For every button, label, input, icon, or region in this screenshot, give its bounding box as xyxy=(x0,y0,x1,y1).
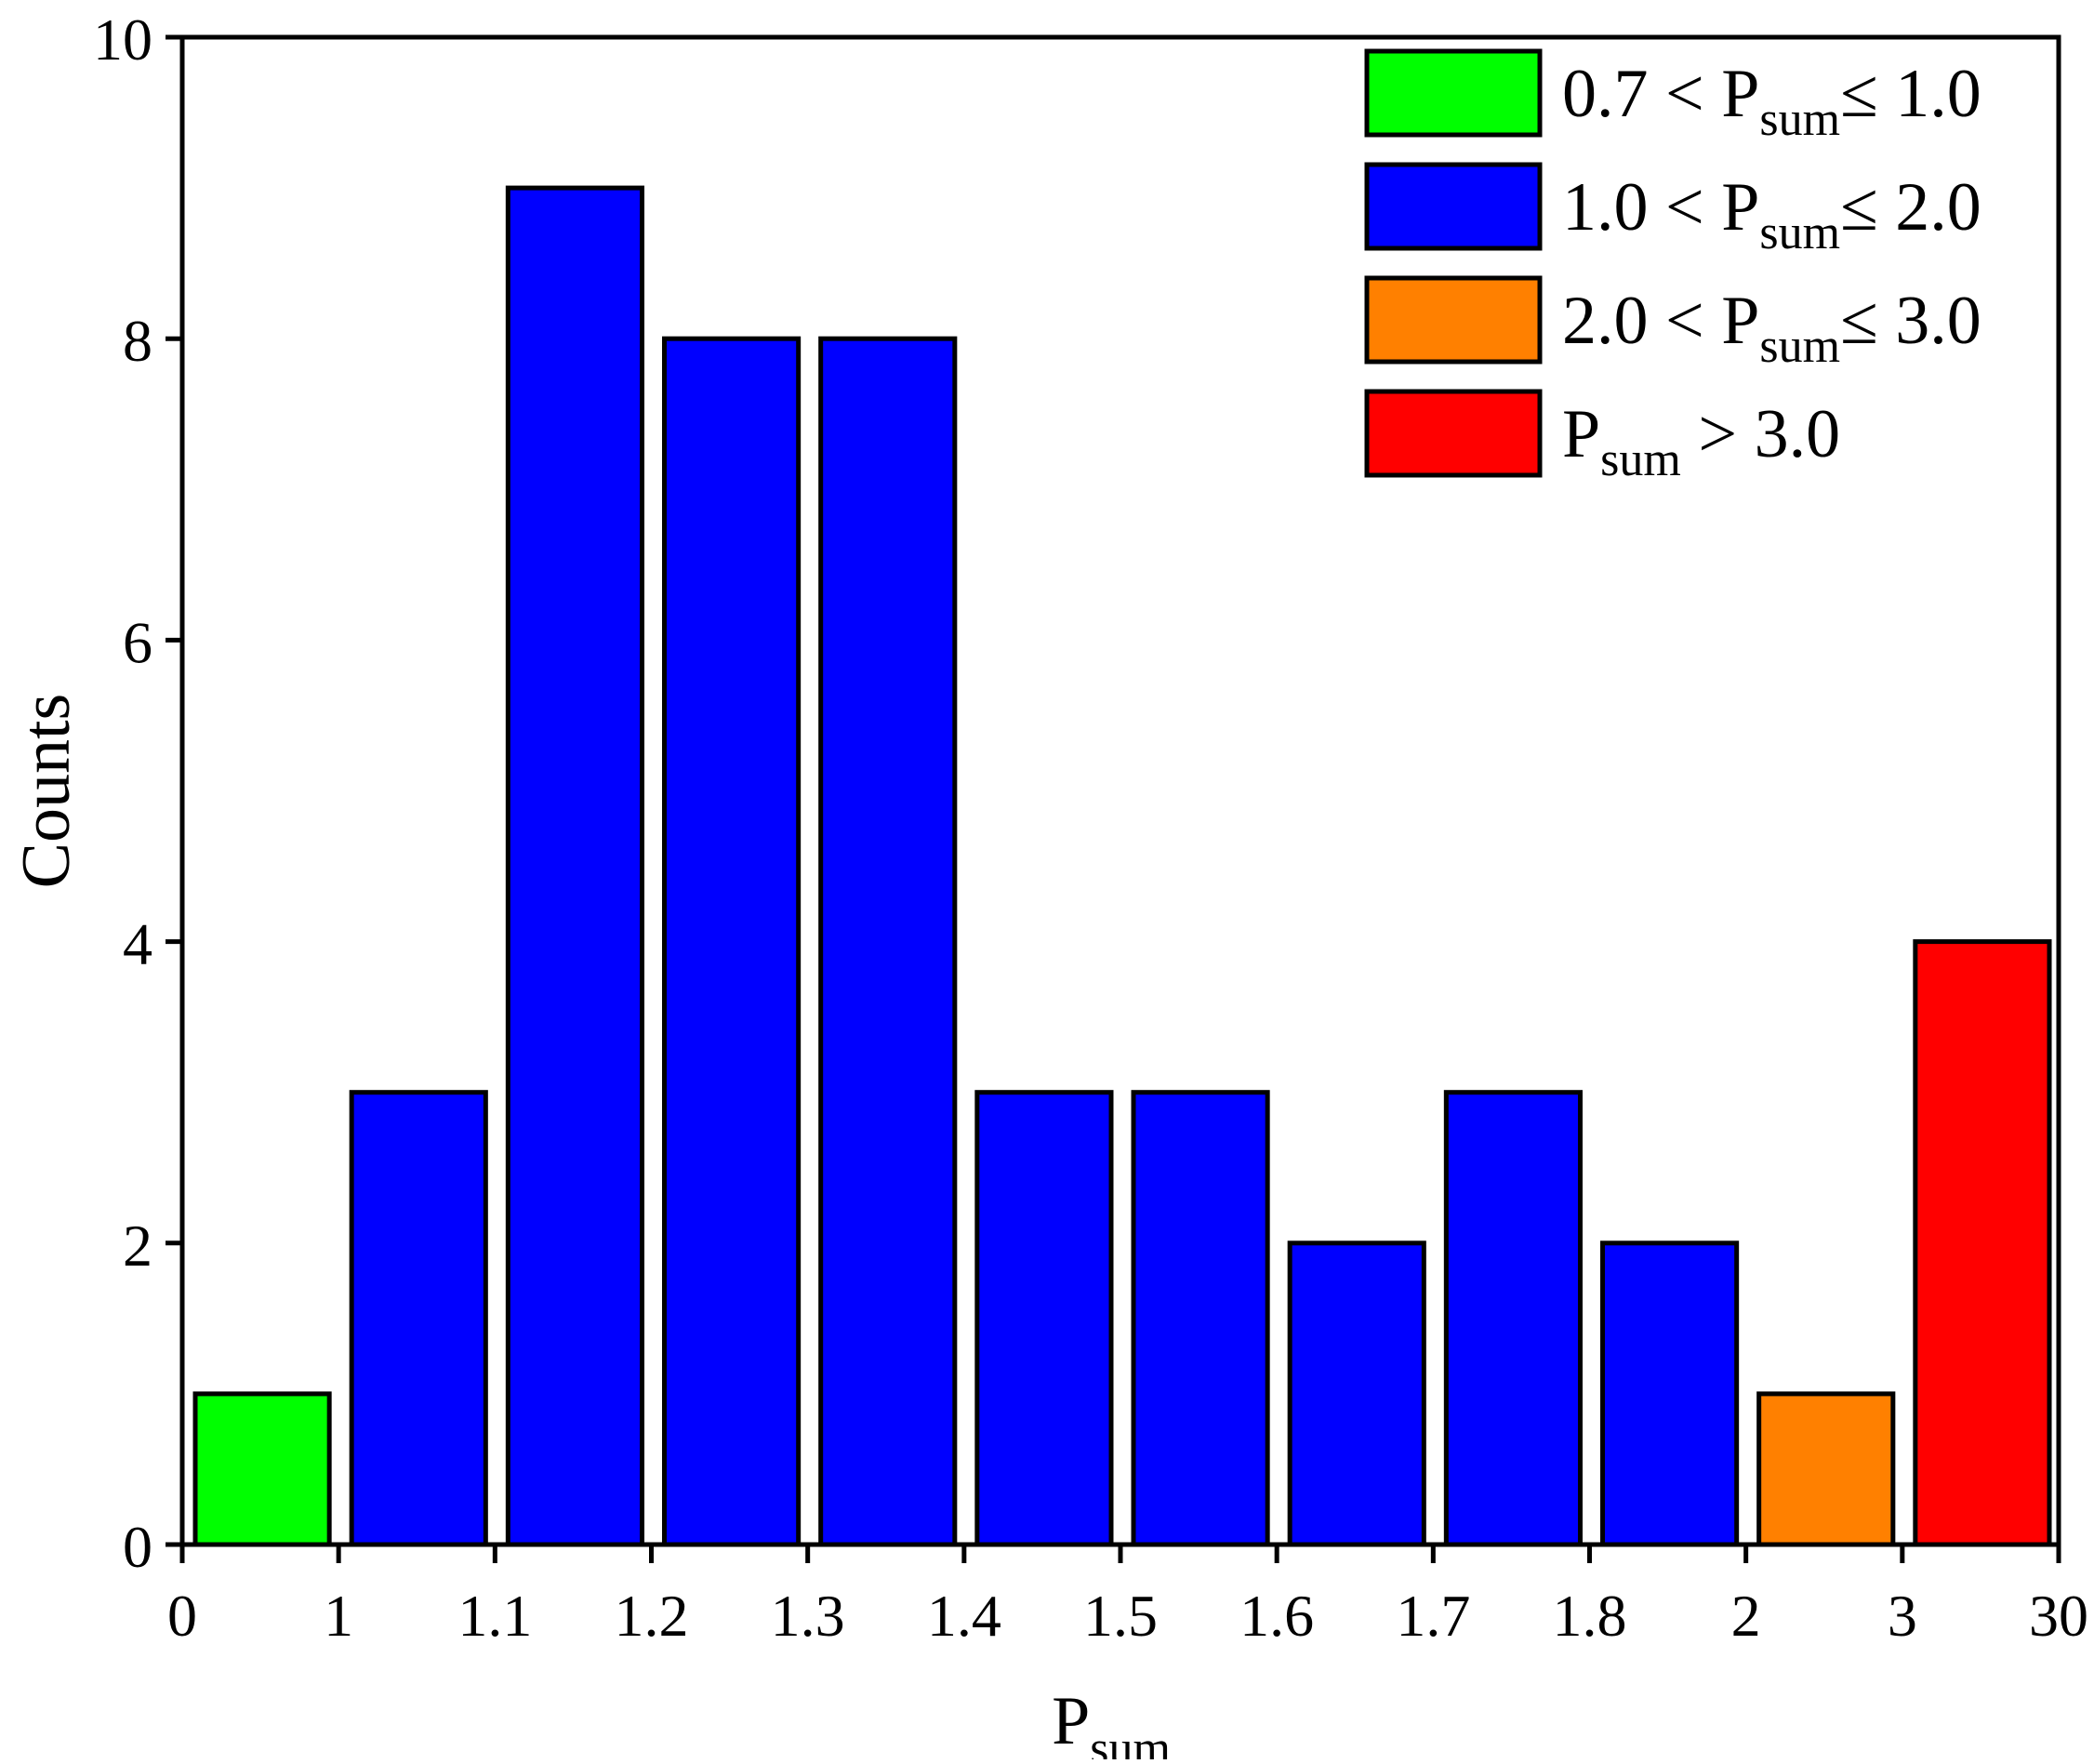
legend-swatch xyxy=(1364,162,1543,251)
bar-1.1-1.2 xyxy=(505,185,644,1547)
legend-label: 2.0 < Psum≤ 3.0 xyxy=(1562,283,1981,373)
bar-1.7-1.8 xyxy=(1443,1090,1584,1547)
x-tick-label: 1.6 xyxy=(1239,1583,1314,1649)
x-axis-label-main: P xyxy=(1052,1683,1090,1759)
x-tick-label: 3 xyxy=(1888,1583,1917,1649)
x-tick-label: 1 xyxy=(324,1583,353,1649)
legend-label-post: ≤ 2.0 xyxy=(1840,169,1981,245)
legend: 0.7 < Psum≤ 1.01.0 < Psum≤ 2.02.0 < Psum… xyxy=(1364,48,1981,486)
y-tick-label: 6 xyxy=(123,609,152,675)
x-tick-label: 30 xyxy=(2029,1583,2088,1649)
x-tick-label: 1.7 xyxy=(1396,1583,1470,1649)
x-tick-label: 2 xyxy=(1731,1583,1761,1649)
bar-0-1 xyxy=(192,1391,332,1547)
x-tick-label: 1.2 xyxy=(615,1583,689,1649)
x-axis: 0 1 1.1 1.2 1.3 1.4 1.5 1.6 1.7 1.8 2 3 30 xyxy=(167,1545,2088,1649)
legend-label: 0.7 < Psum≤ 1.0 xyxy=(1562,56,1981,146)
x-axis-label: Psum xyxy=(1052,1683,1171,1759)
legend-label-subscript: sum xyxy=(1759,93,1840,146)
bar-1.3-1.4 xyxy=(818,336,958,1547)
legend-swatch xyxy=(1364,275,1543,365)
legend-label-pre: P xyxy=(1562,396,1600,472)
legend-label-pre: 2.0 < P xyxy=(1562,283,1759,359)
x-tick-label: 1.5 xyxy=(1083,1583,1158,1649)
bar-1.6-1.7 xyxy=(1287,1240,1426,1547)
bar-2-3 xyxy=(1756,1391,1896,1547)
bars-layer xyxy=(192,185,2052,1547)
bar-3-30 xyxy=(1913,939,2052,1547)
y-tick-label: 10 xyxy=(93,7,152,73)
y-tick-label: 4 xyxy=(123,911,152,977)
y-axis-label: Counts xyxy=(8,694,85,889)
legend-label: Psum > 3.0 xyxy=(1562,396,1840,486)
legend-label-subscript: sum xyxy=(1759,320,1840,373)
y-axis: 0 2 4 6 8 10 xyxy=(93,7,182,1580)
legend-label-subscript: sum xyxy=(1600,433,1681,486)
x-tick-label: 1.3 xyxy=(771,1583,845,1649)
legend-label-pre: 0.7 < P xyxy=(1562,56,1759,132)
legend-swatch xyxy=(1364,389,1543,478)
bar-1.2-1.3 xyxy=(662,336,802,1547)
y-tick-label: 2 xyxy=(123,1213,152,1279)
legend-label-post: ≤ 3.0 xyxy=(1840,283,1981,359)
x-tick-label: 1.1 xyxy=(457,1583,532,1649)
legend-label-post: ≤ 1.0 xyxy=(1840,56,1981,132)
y-tick-label: 0 xyxy=(123,1514,152,1580)
x-tick-label: 1.8 xyxy=(1553,1583,1627,1649)
bar-1.4-1.5 xyxy=(974,1090,1114,1547)
legend-label-post: > 3.0 xyxy=(1681,396,1840,472)
legend-label: 1.0 < Psum≤ 2.0 xyxy=(1562,169,1981,259)
x-axis-label-subscript: sum xyxy=(1090,1722,1171,1759)
legend-label-subscript: sum xyxy=(1759,206,1840,259)
y-tick-label: 8 xyxy=(123,308,152,374)
bar-1.5-1.6 xyxy=(1131,1090,1270,1547)
bar-1-1.1 xyxy=(349,1090,488,1547)
legend-swatch xyxy=(1364,48,1543,138)
legend-label-pre: 1.0 < P xyxy=(1562,169,1759,245)
x-tick-label: 1.4 xyxy=(927,1583,1001,1649)
x-tick-label: 0 xyxy=(167,1583,197,1649)
bar-1.8-2 xyxy=(1600,1240,1740,1547)
